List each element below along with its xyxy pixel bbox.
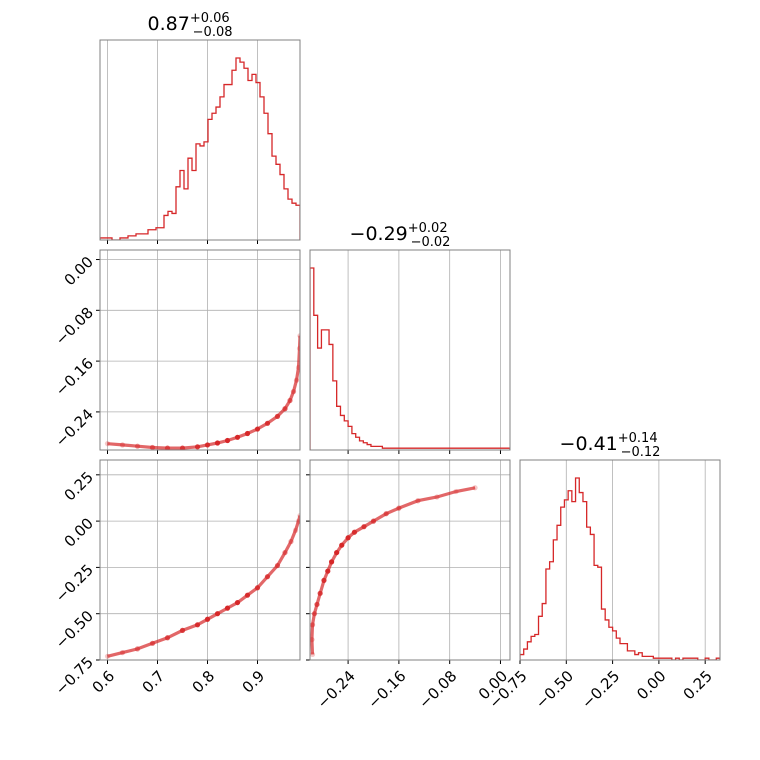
title-value: −0.29 bbox=[350, 223, 408, 245]
histogram-step bbox=[520, 477, 720, 660]
y-tick-label: −0.50 bbox=[52, 607, 97, 652]
y-tick-label: 0.00 bbox=[61, 253, 97, 289]
x-tick-label: −0.24 bbox=[314, 667, 359, 712]
x-tick-label: −0.50 bbox=[532, 667, 577, 712]
title-upper-error: +0.14 bbox=[618, 431, 658, 446]
panel-title: −0.29+0.02 −0.02 bbox=[350, 221, 451, 250]
p1_vs_p0-frame bbox=[99, 249, 301, 451]
panel-title: 0.87+0.06 −0.08 bbox=[148, 11, 233, 40]
title-upper-error: +0.06 bbox=[190, 11, 230, 26]
title-value: 0.87 bbox=[148, 13, 190, 35]
histogram-step bbox=[100, 57, 300, 240]
y-tick-label: −0.08 bbox=[52, 304, 97, 349]
y-tick-label: −0.24 bbox=[52, 405, 97, 450]
sample-trace bbox=[310, 486, 476, 655]
title-lower-error: −0.12 bbox=[621, 445, 661, 460]
x-tick-label: −0.08 bbox=[415, 667, 460, 712]
title-lower-error: −0.08 bbox=[193, 25, 233, 40]
p2_hist-frame bbox=[519, 459, 721, 661]
title-upper-error: +0.02 bbox=[408, 221, 448, 236]
p1_hist-frame bbox=[309, 249, 511, 451]
title-value: −0.41 bbox=[560, 433, 618, 455]
x-tick-label: 0.7 bbox=[139, 667, 169, 697]
title-lower-error: −0.02 bbox=[411, 235, 451, 250]
panel-title: −0.41+0.14 −0.12 bbox=[560, 431, 661, 460]
y-tick-label: −0.75 bbox=[52, 653, 97, 698]
sample-trace bbox=[107, 335, 300, 450]
y-tick-label: 0.25 bbox=[61, 468, 97, 504]
sample-trace bbox=[107, 515, 300, 658]
scatter-points bbox=[104, 512, 300, 659]
y-tick-label: −0.16 bbox=[52, 354, 97, 399]
x-tick-label: −0.16 bbox=[364, 667, 409, 712]
p2_vs_p0-frame bbox=[99, 459, 301, 661]
p2_vs_p1-frame bbox=[309, 459, 511, 661]
x-tick-label: 0.25 bbox=[680, 667, 716, 703]
x-tick-label: 0.00 bbox=[633, 667, 669, 703]
p0_hist-frame bbox=[99, 39, 301, 241]
x-tick-label: 0.9 bbox=[239, 667, 269, 697]
x-tick-label: −0.25 bbox=[578, 667, 623, 712]
y-tick-label: 0.00 bbox=[61, 514, 97, 550]
y-tick-label: −0.25 bbox=[52, 561, 97, 606]
x-tick-label: 0.6 bbox=[89, 667, 119, 697]
x-tick-label: 0.8 bbox=[189, 667, 219, 697]
scatter-points bbox=[104, 333, 300, 450]
histogram-step bbox=[310, 267, 510, 450]
